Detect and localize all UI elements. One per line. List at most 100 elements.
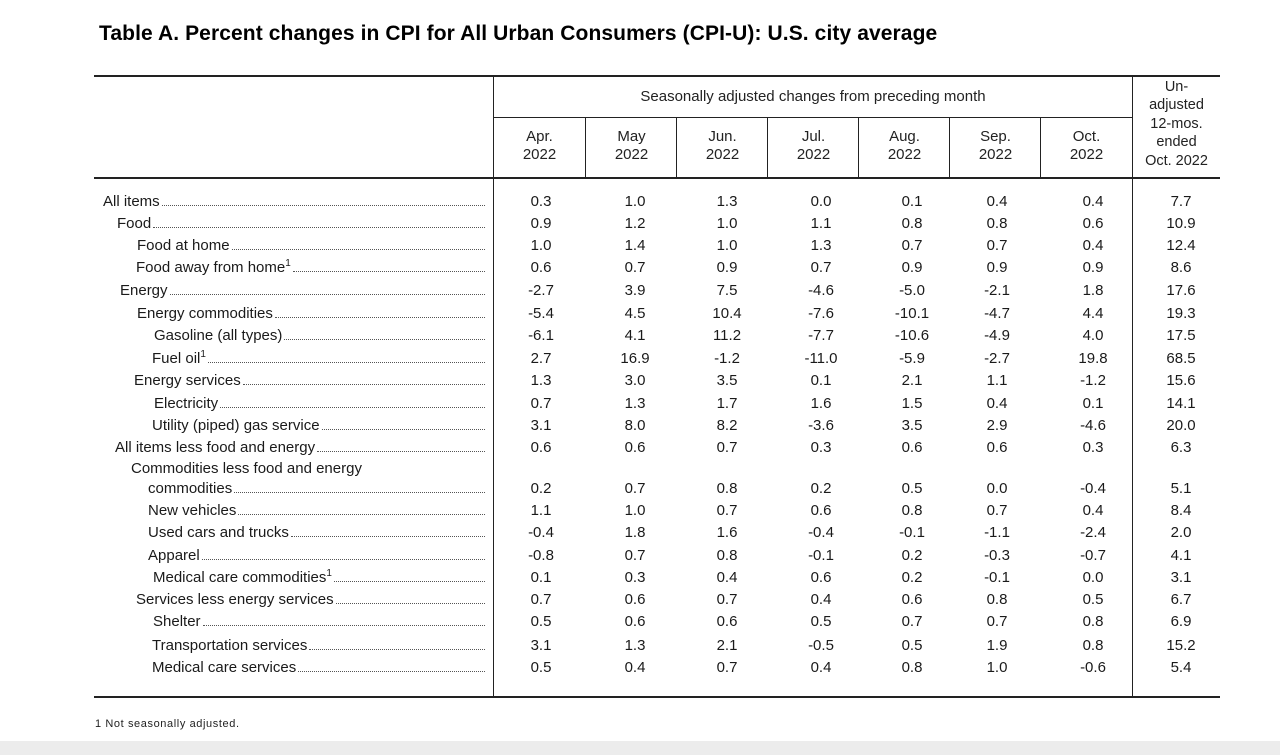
dot-leader (220, 406, 485, 408)
value-cell: -7.6 (808, 305, 834, 322)
unadjusted-value-cell: 14.1 (1166, 395, 1196, 412)
footnote-marker: 1 (200, 349, 206, 360)
column-year: 2022 (796, 146, 831, 163)
value-cell: -0.1 (899, 524, 925, 541)
unadjusted-header-line: adjusted (1149, 97, 1204, 114)
value-cell: 2.7 (530, 350, 552, 367)
table-row: Fuel oil1 2.7 16.9 -1.2 -11.0 -5.9 -2.7 19.8 68.… (0, 349, 1280, 371)
value-cell: 1.8 (1082, 282, 1104, 299)
value-cell: 0.8 (1082, 637, 1104, 654)
value-cell: 3.0 (624, 372, 646, 389)
value-cell: 0.6 (624, 591, 646, 608)
value-cell: -2.4 (1080, 524, 1106, 541)
column-year: 2022 (1069, 146, 1104, 163)
value-cell: 0.7 (986, 502, 1008, 519)
footnote-marker: 1 (285, 258, 291, 269)
unadjusted-value-cell: 12.4 (1166, 237, 1196, 254)
col-divider (585, 117, 586, 178)
row-label: Transportation services (152, 636, 489, 656)
value-cell: 0.7 (624, 259, 646, 276)
value-cell: 1.3 (810, 237, 832, 254)
row-label: commodities (148, 479, 489, 499)
value-cell: 0.1 (901, 193, 923, 210)
unadjusted-value-cell: 7.7 (1170, 193, 1192, 210)
row-label-text: Medical care commodities1 (153, 568, 332, 587)
dot-leader (335, 602, 485, 604)
row-label: Food at home (137, 236, 489, 256)
value-cell: -0.7 (1080, 547, 1106, 564)
value-cell: 0.4 (1082, 502, 1104, 519)
unadjusted-value-cell: 4.1 (1170, 547, 1192, 564)
value-cell: 4.5 (624, 305, 646, 322)
value-cell: 1.1 (810, 215, 832, 232)
row-label-text: commodities (148, 480, 233, 497)
dot-leader (238, 513, 485, 515)
table-row: All items 0.3 1.0 1.3 0.0 0.1 0.4 0.4 7.7 (0, 192, 1280, 214)
row-label: Energy commodities (137, 304, 489, 324)
value-cell: 16.9 (620, 350, 650, 367)
value-cell: 0.8 (901, 659, 923, 676)
value-cell: 0.7 (530, 591, 552, 608)
col-divider (949, 117, 950, 178)
dot-leader (242, 383, 485, 385)
value-cell: 0.8 (901, 215, 923, 232)
value-cell: 0.5 (530, 659, 552, 676)
table-row: Electricity 0.7 1.3 1.7 1.6 1.5 0.4 0.1 14.1 (0, 394, 1280, 416)
value-cell: -0.4 (808, 524, 834, 541)
unadjusted-value-cell: 5.4 (1170, 659, 1192, 676)
value-cell: 4.4 (1082, 305, 1104, 322)
row-label-text: Transportation services (152, 637, 308, 654)
dot-leader (234, 491, 485, 493)
value-cell: 0.1 (530, 569, 552, 586)
value-cell: 1.7 (716, 395, 738, 412)
unadjusted-value-cell: 6.9 (1170, 613, 1192, 630)
column-month: Sep. (980, 128, 1011, 145)
bottom-rule (94, 696, 1220, 698)
table-row: Medical care commodities1 0.1 0.3 0.4 0.6 0.2… (0, 568, 1280, 590)
value-cell: 0.4 (624, 659, 646, 676)
value-cell: 0.4 (986, 193, 1008, 210)
value-cell: -3.6 (808, 417, 834, 434)
row-label: Food (117, 214, 489, 234)
row-label-text: Shelter (153, 613, 201, 630)
table-row: commodities 0.2 0.7 0.8 0.2 0.5 0.0 -0.4 5.1 (0, 479, 1280, 501)
value-cell: 1.0 (624, 502, 646, 519)
value-cell: 0.5 (530, 613, 552, 630)
table-row: Food away from home1 0.6 0.7 0.9 0.7 0.9 0.9 0.… (0, 258, 1280, 280)
value-cell: 0.9 (986, 259, 1008, 276)
column-month: Jun. (708, 128, 737, 145)
group-header-rule (494, 117, 1132, 118)
value-cell: -0.6 (1080, 659, 1106, 676)
value-cell: 1.1 (986, 372, 1008, 389)
value-cell: 0.8 (716, 547, 738, 564)
value-cell: 0.3 (624, 569, 646, 586)
value-cell: -1.2 (714, 350, 740, 367)
row-label: Food away from home1 (136, 258, 489, 278)
value-cell: -0.4 (528, 524, 554, 541)
value-cell: 0.9 (901, 259, 923, 276)
row-label-text: Electricity (154, 395, 219, 412)
value-cell: 8.0 (624, 417, 646, 434)
value-cell: -1.2 (1080, 372, 1106, 389)
unadjusted-header-line: Oct. 2022 (1145, 152, 1208, 169)
unadjusted-value-cell: 2.0 (1170, 524, 1192, 541)
table-row: Food 0.9 1.2 1.0 1.1 0.8 0.8 0.6 10.9 (0, 214, 1280, 236)
value-cell: 0.0 (1082, 569, 1104, 586)
value-cell: -0.3 (984, 547, 1010, 564)
value-cell: 0.7 (716, 439, 738, 456)
value-cell: -5.0 (899, 282, 925, 299)
table-row: New vehicles 1.1 1.0 0.7 0.6 0.8 0.7 0.4 8.4 (0, 501, 1280, 523)
unadjusted-header-line: Un- (1164, 79, 1189, 95)
stub-divider (493, 75, 494, 698)
value-cell: 0.7 (716, 502, 738, 519)
column-header: Apr. 2022 (494, 128, 585, 164)
value-cell: 0.5 (1082, 591, 1104, 608)
row-label: Electricity (154, 394, 489, 414)
value-cell: 0.1 (1082, 395, 1104, 412)
value-cell: 0.4 (1082, 193, 1104, 210)
value-cell: 0.6 (530, 439, 552, 456)
value-cell: -0.1 (808, 547, 834, 564)
column-header: May 2022 (586, 128, 677, 164)
value-cell: 1.0 (986, 659, 1008, 676)
value-cell: 0.2 (901, 569, 923, 586)
